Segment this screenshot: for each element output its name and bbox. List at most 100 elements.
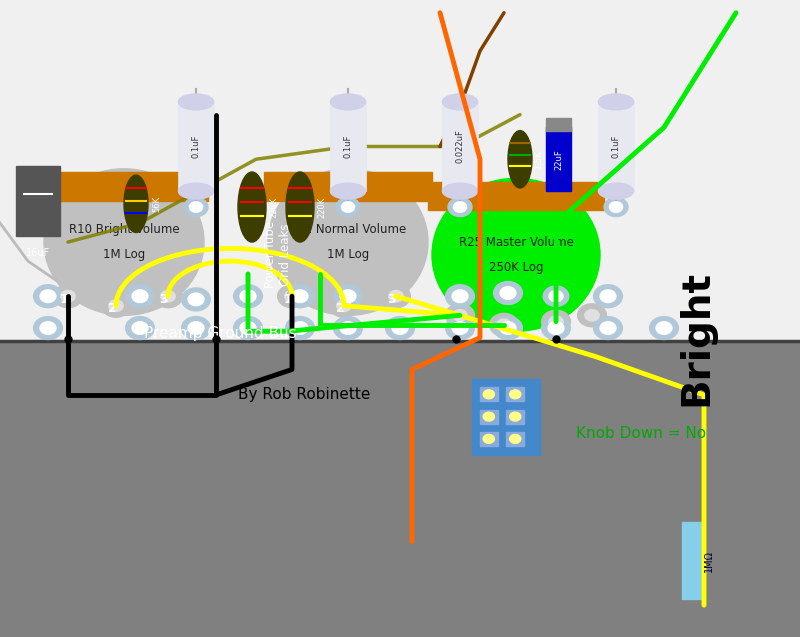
Ellipse shape xyxy=(330,183,366,199)
Bar xyxy=(506,432,524,446)
Circle shape xyxy=(340,140,356,153)
Circle shape xyxy=(454,202,466,212)
Bar xyxy=(598,102,634,191)
Circle shape xyxy=(386,317,414,340)
Text: Power Tube
Grid Leaks: Power Tube Grid Leaks xyxy=(263,221,291,289)
Text: R25 Master Volume: R25 Master Volume xyxy=(458,236,574,248)
Text: R12 Normal Volume: R12 Normal Volume xyxy=(290,223,406,236)
Text: By Rob Robinette: By Rob Robinette xyxy=(238,387,370,403)
Ellipse shape xyxy=(268,169,428,315)
Circle shape xyxy=(446,317,474,340)
Ellipse shape xyxy=(598,94,634,110)
Circle shape xyxy=(184,197,208,217)
Text: 220K: 220K xyxy=(270,196,278,218)
Text: 0.1uF: 0.1uF xyxy=(611,135,621,158)
Ellipse shape xyxy=(124,175,148,233)
Text: Preamp Ground Bus: Preamp Ground Bus xyxy=(144,326,297,341)
Text: 0.022uF: 0.022uF xyxy=(455,129,465,164)
Bar xyxy=(506,410,524,424)
Circle shape xyxy=(490,313,518,336)
Ellipse shape xyxy=(442,94,478,110)
Text: Knob Down = No: Knob Down = No xyxy=(576,426,706,441)
Circle shape xyxy=(446,285,474,308)
Circle shape xyxy=(650,317,678,340)
Text: 1M Log: 1M Log xyxy=(103,248,145,261)
Circle shape xyxy=(389,290,403,302)
Circle shape xyxy=(548,322,564,334)
Circle shape xyxy=(446,135,474,158)
Circle shape xyxy=(188,322,204,334)
Circle shape xyxy=(234,285,262,308)
Circle shape xyxy=(182,135,210,158)
Circle shape xyxy=(382,285,410,308)
Ellipse shape xyxy=(286,172,314,242)
Text: 0.1uF: 0.1uF xyxy=(343,135,353,158)
Circle shape xyxy=(542,317,570,340)
Bar xyxy=(480,410,498,424)
Circle shape xyxy=(132,290,148,303)
Circle shape xyxy=(54,285,82,308)
Text: 250K Log: 250K Log xyxy=(489,261,543,274)
Circle shape xyxy=(510,390,521,399)
Circle shape xyxy=(340,322,356,334)
Circle shape xyxy=(543,286,569,306)
Circle shape xyxy=(594,317,622,340)
Circle shape xyxy=(494,282,522,304)
Circle shape xyxy=(497,319,511,331)
Circle shape xyxy=(330,294,358,317)
Circle shape xyxy=(600,322,616,334)
Ellipse shape xyxy=(432,178,600,331)
Circle shape xyxy=(126,317,154,340)
Circle shape xyxy=(342,202,354,212)
Ellipse shape xyxy=(178,183,214,199)
Circle shape xyxy=(337,300,351,311)
Ellipse shape xyxy=(442,183,478,199)
Circle shape xyxy=(34,285,62,308)
Circle shape xyxy=(510,434,521,443)
Circle shape xyxy=(126,285,154,308)
Circle shape xyxy=(448,197,472,217)
Circle shape xyxy=(285,290,299,302)
Circle shape xyxy=(453,310,467,321)
Ellipse shape xyxy=(508,131,532,188)
Circle shape xyxy=(292,322,308,334)
Circle shape xyxy=(61,290,75,302)
Circle shape xyxy=(109,300,123,311)
Ellipse shape xyxy=(330,94,366,110)
Text: 2: 2 xyxy=(336,303,344,315)
Circle shape xyxy=(188,293,204,306)
Ellipse shape xyxy=(238,172,266,242)
Circle shape xyxy=(240,290,256,303)
Text: 56K: 56K xyxy=(152,196,161,212)
Text: 22uF: 22uF xyxy=(554,149,563,169)
Text: 1: 1 xyxy=(60,293,68,306)
Circle shape xyxy=(102,294,130,317)
Circle shape xyxy=(452,140,468,153)
Circle shape xyxy=(154,285,182,308)
Bar xyxy=(472,379,540,455)
Circle shape xyxy=(604,197,628,217)
Circle shape xyxy=(293,290,307,302)
Bar xyxy=(178,102,214,191)
Circle shape xyxy=(602,135,630,158)
Circle shape xyxy=(585,310,599,321)
Text: R10 Bright Volume: R10 Bright Volume xyxy=(69,223,179,236)
Bar xyxy=(682,522,702,599)
Circle shape xyxy=(334,285,362,308)
Text: Bright: Bright xyxy=(677,269,715,406)
Text: 1.5K: 1.5K xyxy=(534,150,543,169)
Circle shape xyxy=(340,290,356,303)
Bar xyxy=(428,182,604,210)
Text: 0.1uF: 0.1uF xyxy=(191,135,201,158)
Circle shape xyxy=(182,288,210,311)
Circle shape xyxy=(182,317,210,340)
Circle shape xyxy=(446,304,474,327)
Circle shape xyxy=(542,310,570,333)
Circle shape xyxy=(240,322,256,334)
Circle shape xyxy=(656,322,672,334)
Circle shape xyxy=(578,304,606,327)
Text: 3: 3 xyxy=(160,293,168,306)
Circle shape xyxy=(500,287,516,299)
Circle shape xyxy=(278,285,306,308)
Text: 1M Log: 1M Log xyxy=(327,248,369,261)
